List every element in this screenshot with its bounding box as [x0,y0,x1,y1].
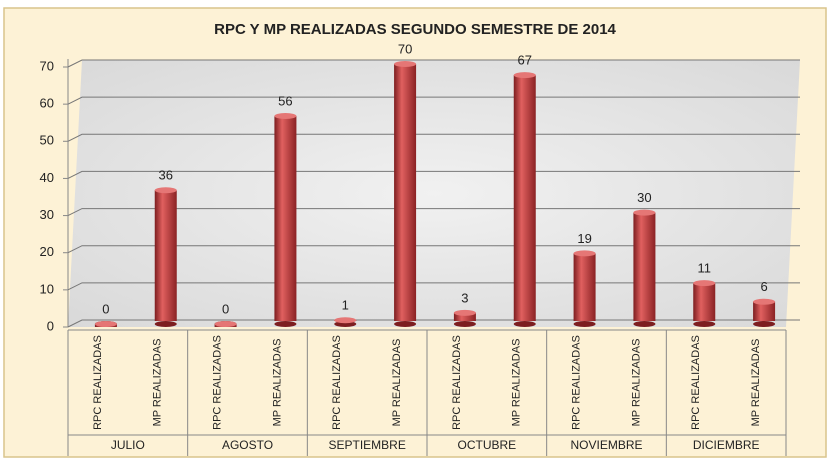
bar-cap [453,309,476,316]
value-label: 3 [461,290,468,305]
bar [573,253,596,321]
value-label: 1 [342,298,349,313]
bar-base [573,321,596,327]
bar-cap [274,113,297,119]
bar-cap [573,250,596,257]
y-tick-label: 50 [40,133,54,148]
group-label: NOVIEMBRE [570,438,642,452]
bar [274,116,297,321]
x-tick-label: MP REALIZADAS [630,339,642,427]
value-label: 0 [102,301,109,316]
group-label: SEPTIEMBRE [328,438,405,452]
bar-cap [334,317,357,324]
x-tick-label: MP REALIZADAS [271,339,283,427]
x-tick-label: MP REALIZADAS [750,339,762,427]
bar-cap [753,298,776,305]
group-label: DICIEMBRE [693,438,760,452]
bar-cap [94,321,117,327]
grid-line [67,133,800,142]
bar-cap [214,321,237,327]
bar-cap [394,61,417,67]
plot-area [68,60,800,327]
y-tick-label: 60 [40,96,54,111]
y-tick-label: 70 [40,58,54,73]
bar-cap [154,187,177,194]
grid-line [67,245,800,254]
bar [753,301,776,321]
group-label: JULIO [111,438,145,452]
value-label: 30 [637,190,651,205]
x-tick-label: RPC REALIZADAS [211,335,223,430]
chart-title: RPC Y MP REALIZADAS SEGUNDO SEMESTRE DE … [214,21,616,38]
bar [453,312,476,321]
x-tick-label: RPC REALIZADAS [570,335,582,430]
value-label: 56 [278,93,292,108]
bar [693,283,716,321]
bar-base [274,321,297,327]
group-label: OCTUBRE [457,438,516,452]
bar [513,75,536,322]
group-label: AGOSTO [222,438,273,452]
grid-line [67,59,800,68]
bar-base [633,321,656,327]
bar-cap [633,209,656,216]
bar [154,190,177,321]
bar-base [753,321,776,327]
y-tick-label: 30 [40,207,54,222]
value-label: 36 [159,168,173,183]
bar-base [693,321,716,327]
bar-base [394,321,417,327]
y-tick-label: 20 [40,244,54,259]
value-label: 19 [577,231,591,246]
x-tick-label: MP REALIZADAS [511,339,523,427]
y-tick-label: 0 [47,318,54,333]
value-label: 6 [760,279,767,294]
grid-line [67,282,800,291]
bar-base [154,321,177,327]
x-tick-label: RPC REALIZADAS [451,335,463,430]
x-tick-label: RPC REALIZADAS [690,335,702,430]
y-tick-label: 10 [40,281,54,296]
value-label: 67 [518,53,532,68]
value-label: 0 [222,301,229,316]
bar-base [513,321,536,327]
grid-line [67,170,800,179]
bar [633,212,656,321]
grid-line [67,319,800,328]
y-tick-label: 40 [40,170,54,185]
grid-line [67,96,800,105]
bar-cap [693,280,716,287]
x-tick-label: RPC REALIZADAS [331,335,343,430]
x-tick-label: RPC REALIZADAS [92,335,104,430]
x-tick-label: MP REALIZADAS [391,339,403,427]
bar-cap [513,72,536,79]
bar [394,64,417,321]
value-label: 70 [398,41,412,56]
bar-base [453,321,476,327]
value-label: 11 [698,261,712,276]
x-tick-label: MP REALIZADAS [152,339,164,427]
grid-line [67,208,800,217]
